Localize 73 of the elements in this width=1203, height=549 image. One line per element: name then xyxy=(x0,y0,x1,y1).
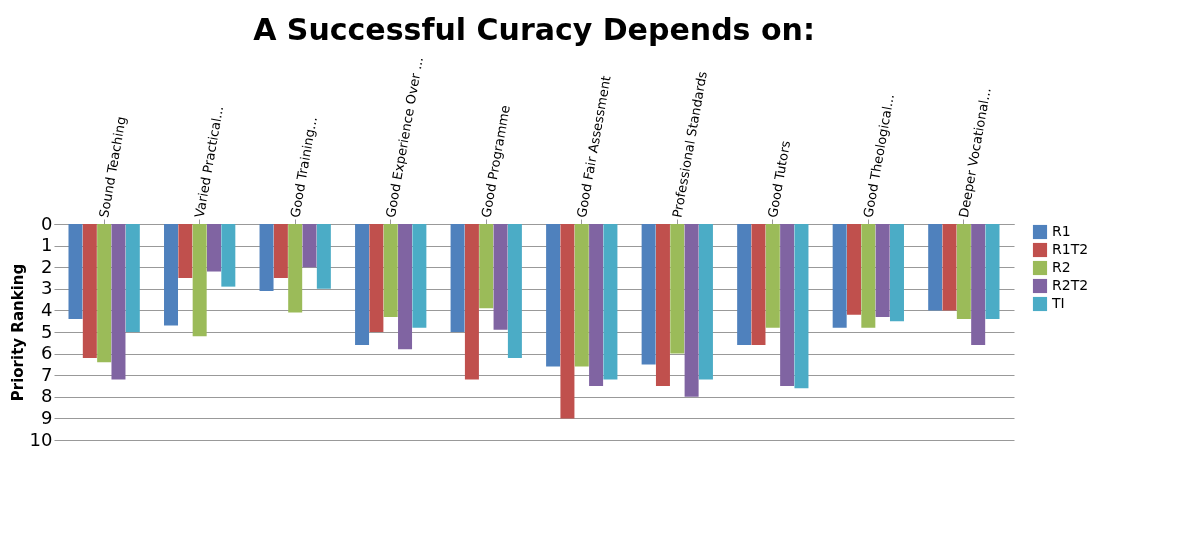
x-tick-label: Good Training... xyxy=(287,115,320,219)
bar xyxy=(68,224,83,320)
y-tick-label: 6 xyxy=(41,342,53,364)
y-tick-label: 5 xyxy=(41,320,53,342)
bar xyxy=(737,224,752,345)
bar xyxy=(889,224,904,322)
y-tick-label: 0 xyxy=(41,212,53,234)
y-tick-label: 1 xyxy=(41,234,53,256)
bar xyxy=(288,224,303,313)
bar xyxy=(589,224,604,386)
legend-label: R2 xyxy=(1052,259,1071,275)
y-axis-title: Priority Ranking xyxy=(8,263,27,402)
bar xyxy=(450,224,465,332)
legend-label: R1T2 xyxy=(1052,241,1089,257)
bar xyxy=(302,224,317,268)
x-tick-label: Good Experience Over ... xyxy=(382,55,426,219)
bar xyxy=(192,224,207,337)
legend-label: R2T2 xyxy=(1052,277,1089,293)
y-tick-label: 8 xyxy=(41,385,53,407)
bar xyxy=(316,224,331,289)
y-tick-label: 4 xyxy=(41,298,53,320)
chart-title: A Successful Curacy Depends on: xyxy=(253,11,815,47)
bar xyxy=(985,224,1000,320)
bar xyxy=(780,224,795,386)
bar xyxy=(479,224,494,309)
bar xyxy=(125,224,140,332)
bar xyxy=(259,224,274,291)
bar xyxy=(464,224,479,380)
y-tick-label: 7 xyxy=(41,363,53,385)
bar xyxy=(655,224,670,386)
bar xyxy=(670,224,685,354)
bar xyxy=(875,224,890,317)
bar xyxy=(765,224,780,328)
bar xyxy=(641,224,656,365)
bar xyxy=(861,224,876,328)
bar xyxy=(794,224,809,389)
bar xyxy=(207,224,221,272)
x-tick-label: Good Tutors xyxy=(764,139,794,219)
bar xyxy=(507,224,522,358)
bar xyxy=(546,224,561,367)
bar xyxy=(832,224,847,328)
bar xyxy=(942,224,957,311)
bar xyxy=(111,224,126,380)
bar xyxy=(560,224,575,419)
bar xyxy=(97,224,112,363)
bar xyxy=(493,224,508,330)
y-tick-label: 3 xyxy=(41,277,53,299)
bar xyxy=(751,224,766,345)
bar xyxy=(684,224,699,397)
bar xyxy=(221,224,236,287)
bar xyxy=(971,224,986,345)
bar xyxy=(178,224,193,278)
bar xyxy=(928,224,943,311)
bar xyxy=(369,224,384,332)
bar xyxy=(164,224,179,326)
bar xyxy=(273,224,288,278)
y-tick-label: 9 xyxy=(41,406,53,428)
legend-label: R1 xyxy=(1052,223,1071,239)
y-tick-label: 10 xyxy=(29,428,53,450)
bar xyxy=(956,224,971,320)
bar xyxy=(698,224,713,380)
x-tick-label: Varied Practical... xyxy=(191,104,227,219)
bar xyxy=(847,224,861,315)
legend-label: TI xyxy=(1051,295,1065,311)
bar xyxy=(412,224,427,328)
bar xyxy=(383,224,398,317)
bar xyxy=(82,224,97,358)
bar xyxy=(574,224,589,367)
bar xyxy=(355,224,370,345)
bar xyxy=(398,224,413,350)
y-tick-label: 2 xyxy=(41,255,53,277)
x-tick-label: Sound Teaching xyxy=(96,115,129,219)
bar xyxy=(603,224,618,380)
